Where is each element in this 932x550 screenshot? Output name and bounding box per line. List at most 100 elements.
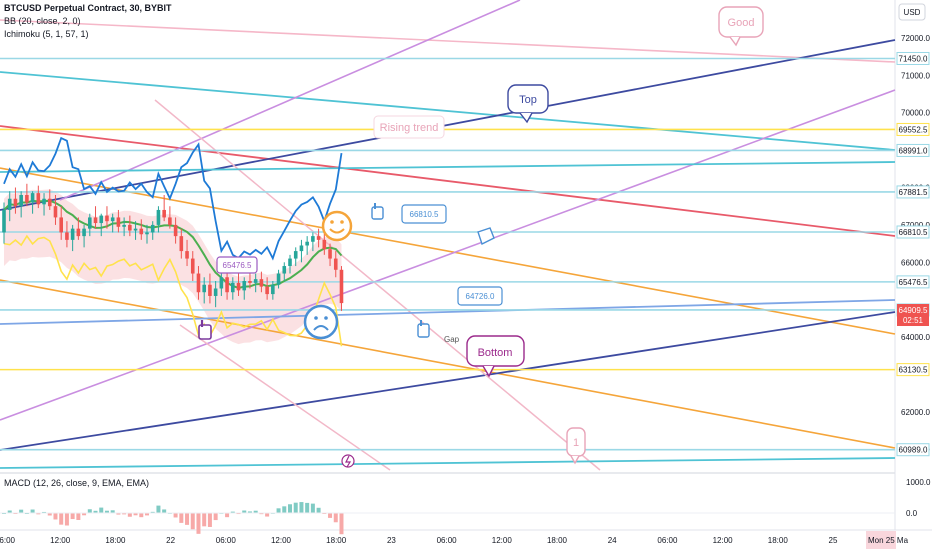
time-tick: 18:00 [326, 536, 347, 545]
trendline-orange-lower[interactable] [0, 279, 896, 449]
candle-body [13, 198, 18, 207]
legend-macd[interactable]: MACD (12, 26, close, 9, EMA, EMA) [4, 478, 150, 488]
ichimoku-lagging-line [3, 234, 343, 347]
annotation-top-text: Top [519, 94, 537, 106]
macd-bar [30, 509, 35, 513]
candle-body [259, 279, 264, 287]
trendline-red[interactable] [0, 125, 896, 237]
macd-tick-0: 0.0 [906, 509, 918, 518]
candle-body [82, 228, 86, 237]
macd-bar [104, 510, 109, 513]
confused-face-icon [303, 304, 339, 340]
lightning-icon [341, 454, 355, 468]
annotation-good[interactable]: Good [718, 6, 764, 47]
macd-bar [150, 511, 155, 513]
macd-bar [316, 507, 321, 513]
last-price-countdown: 02:51 [903, 316, 924, 325]
candle-body [213, 288, 218, 296]
candle-body [276, 273, 281, 285]
price-tick: 71000.0 [901, 71, 930, 80]
price-tag-label: 68991.0 [899, 146, 928, 155]
trendline-navy-upper[interactable] [0, 39, 896, 211]
trendline-navy-lower[interactable] [0, 311, 896, 451]
trendline-cyan-upper[interactable] [0, 71, 896, 151]
annotation-gap-text: Gap [444, 335, 460, 344]
time-tick: 12:00 [50, 536, 71, 545]
annotation-one[interactable]: 1 [566, 427, 586, 465]
trendline-violet-upper[interactable] [59, 0, 521, 201]
last-price-value: 64909.5 [899, 306, 928, 315]
macd-bar [236, 513, 241, 515]
annotation-good-text: Good [728, 17, 755, 29]
annotation-top[interactable]: Top [507, 84, 549, 124]
candle-body [190, 258, 195, 274]
time-tick: 06:00 [437, 536, 458, 545]
price-tag-box [896, 225, 930, 239]
time-tick: 22 [166, 536, 175, 545]
candle-body [162, 209, 166, 218]
price-tick: 67000.0 [901, 221, 930, 230]
bollinger-band-line [3, 136, 343, 261]
trendline-violet-lower[interactable] [0, 89, 896, 421]
macd-bar [202, 513, 207, 527]
candle-body [128, 224, 132, 231]
price-tag-box [896, 185, 930, 199]
hand-pointer-icon [198, 320, 212, 340]
trendline-pink-diagonal[interactable] [154, 99, 601, 471]
trendline-cyan-mid[interactable] [0, 161, 896, 173]
macd-bar [293, 502, 298, 513]
trendline-blue-lower[interactable] [0, 299, 896, 325]
callout-66810[interactable]: 66810.5 [401, 204, 447, 224]
horizontal-levels [0, 57, 895, 451]
annotation-rising-trend[interactable]: Rising trend [373, 115, 445, 139]
macd-bar [259, 513, 264, 515]
callout-64726[interactable]: 64726.0 [457, 286, 503, 306]
candle-body [265, 286, 269, 295]
macd-bar [47, 513, 52, 516]
legend-bollinger[interactable]: BB (20, close, 2, 0) [4, 16, 81, 26]
time-tick: 12:00 [492, 536, 513, 545]
price-tag-box [896, 143, 930, 157]
candlestick-series [2, 183, 344, 311]
macd-bar [156, 505, 161, 513]
callout-65476-text: 65476.5 [223, 261, 252, 270]
candle-body [293, 251, 298, 259]
legend-ichimoku[interactable]: Ichimoku (5, 1, 57, 1) [4, 29, 89, 39]
annotation-bottom[interactable]: Bottom [466, 335, 525, 378]
macd-bar [276, 508, 281, 513]
candle-body [53, 206, 58, 218]
price-tag-box [896, 122, 930, 136]
callout-65476[interactable]: 65476.5 [216, 256, 258, 274]
hand-pointer-icon [477, 227, 495, 245]
price-tag-label: 67881.5 [899, 188, 928, 197]
price-tag-box [896, 275, 930, 289]
candle-body [316, 236, 321, 240]
candle-body [179, 236, 184, 252]
macd-bar [253, 510, 258, 513]
candle-body [36, 193, 41, 205]
candle-body [7, 198, 12, 210]
time-tick: 24 [608, 536, 617, 545]
trendline-pink-short[interactable] [179, 324, 391, 471]
macd-bar [145, 513, 149, 516]
annotation-one-text: 1 [573, 437, 579, 449]
candle-body [25, 194, 29, 203]
price-tag-box [896, 443, 930, 457]
candle-body [2, 209, 6, 233]
callout-64726-text: 64726.0 [466, 292, 495, 301]
macd-bar [225, 513, 230, 518]
macd-bar [213, 513, 218, 521]
currency-badge[interactable]: USD [898, 3, 926, 21]
candle-body [231, 282, 235, 293]
time-tick: 06:00 [216, 536, 237, 545]
macd-bar [333, 513, 338, 523]
trendline-pink-top[interactable] [0, 19, 896, 63]
macd-bar [242, 510, 247, 513]
candle-body [116, 217, 121, 227]
macd-bar [36, 513, 41, 515]
trendline-orange-upper[interactable] [0, 167, 896, 335]
candle-body [288, 258, 292, 267]
candle-body [156, 209, 161, 225]
trendline-cyan-bottom[interactable] [0, 457, 896, 469]
